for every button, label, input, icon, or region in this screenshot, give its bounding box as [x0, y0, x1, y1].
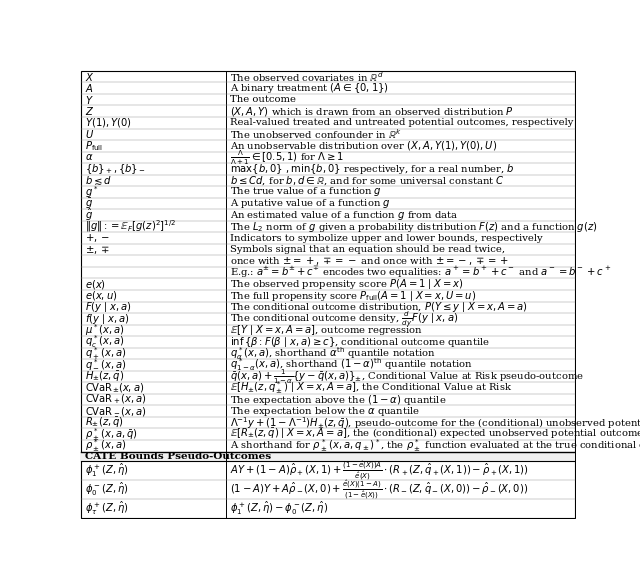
- Text: $q_c^*(x, a)$: $q_c^*(x, a)$: [85, 333, 124, 350]
- Text: E.g.: $a^{\pm} = b^{\pm} + c^{\mp}$ encodes two equalities: $a^+ = b^+ + c^-$ an: E.g.: $a^{\pm} = b^{\pm} + c^{\mp}$ enco…: [230, 265, 611, 280]
- Text: once with $\pm = +, \mp = -$ and once with $\pm = -, \mp = +$: once with $\pm = +, \mp = -$ and once wi…: [230, 255, 509, 267]
- Text: $b \lesssim d$: $b \lesssim d$: [85, 174, 112, 187]
- Text: $(X, A, Y)$ which is drawn from an observed distribution $P$: $(X, A, Y)$ which is drawn from an obser…: [230, 105, 514, 118]
- Text: $f(y \mid x, a)$: $f(y \mid x, a)$: [85, 312, 129, 326]
- Text: $\alpha$: $\alpha$: [85, 152, 93, 163]
- Text: $\mathrm{CVaR}_-(x, a)$: $\mathrm{CVaR}_-(x, a)$: [85, 405, 147, 417]
- Text: $A$: $A$: [85, 82, 93, 94]
- Text: $H_{\pm}(z, \bar{q})$: $H_{\pm}(z, \bar{q})$: [85, 370, 124, 384]
- Text: A putative value of a function $g$: A putative value of a function $g$: [230, 197, 390, 210]
- Text: The outcome: The outcome: [230, 95, 296, 104]
- Text: Real-valued treated and untreated potential outcomes, respectively: Real-valued treated and untreated potent…: [230, 118, 573, 127]
- Text: $e(x, u)$: $e(x, u)$: [85, 289, 118, 303]
- Text: $\phi_1^+(Z, \hat{\eta}) - \phi_0^-(Z, \hat{\eta})$: $\phi_1^+(Z, \hat{\eta}) - \phi_0^-(Z, \…: [230, 500, 328, 517]
- Text: $(1-A)Y + A\hat{\rho}_-(X, 0) + \frac{\hat{e}(X)(1-A)}{(1-\hat{e}(X))} \cdot (R_: $(1-A)Y + A\hat{\rho}_-(X, 0) + \frac{\h…: [230, 477, 528, 502]
- Text: $\mu^*(x, a)$: $\mu^*(x, a)$: [85, 322, 125, 338]
- Text: $\inf\{\beta : F(\beta \mid x, a) \geq c\}$, conditional outcome quantile: $\inf\{\beta : F(\beta \mid x, a) \geq c…: [230, 335, 490, 349]
- Text: $\mathrm{CVaR}_{\pm}(x, a)$: $\mathrm{CVaR}_{\pm}(x, a)$: [85, 381, 144, 395]
- Text: A shorthand for $\rho_\pm^*(x, a, q_\pm)^*$, the $\rho_\pm^*$ function evaluated: A shorthand for $\rho_\pm^*(x, a, q_\pm)…: [230, 437, 640, 454]
- Text: $\Lambda^{-1}y + (1 - \Lambda^{-1})H_{\pm}(z, \bar{q})$, pseudo-outcome for the : $\Lambda^{-1}y + (1 - \Lambda^{-1})H_{\p…: [230, 415, 640, 431]
- Text: $\hat{g}$: $\hat{g}$: [85, 207, 93, 223]
- Text: A binary treatment $(A \in \{0, 1\})$: A binary treatment $(A \in \{0, 1\})$: [230, 81, 388, 95]
- Text: $\frac{\Lambda}{\Lambda+1} \in [0.5, 1)$ for $\Lambda \geq 1$: $\frac{\Lambda}{\Lambda+1} \in [0.5, 1)$…: [230, 148, 344, 167]
- Text: $q_+^*(x, a)$: $q_+^*(x, a)$: [85, 345, 126, 362]
- Text: $Y(1), Y(0)$: $Y(1), Y(0)$: [85, 116, 132, 129]
- Text: The observed covariates in $\mathbb{R}^d$: The observed covariates in $\mathbb{R}^d…: [230, 70, 383, 83]
- Text: $b \leq Cd$, for $b, d \in \mathbb{R}$, and for some universal constant $C$: $b \leq Cd$, for $b, d \in \mathbb{R}$, …: [230, 174, 504, 187]
- Text: $+, -$: $+, -$: [85, 232, 110, 244]
- Text: The full propensity score $P_{\rm full}(A = 1 \mid X = x, U = u)$: The full propensity score $P_{\rm full}(…: [230, 289, 476, 303]
- Text: Symbols signal that an equation should be read twice,: Symbols signal that an equation should b…: [230, 245, 505, 254]
- Text: $g^*$: $g^*$: [85, 184, 99, 200]
- Text: The observed propensity score $P(A = 1 \mid X = x)$: The observed propensity score $P(A = 1 \…: [230, 278, 463, 292]
- Text: $e(x)$: $e(x)$: [85, 278, 106, 291]
- Text: The true value of a function $g$: The true value of a function $g$: [230, 185, 381, 198]
- Text: $\rho_\pm^*(x, a, \bar{q})$: $\rho_\pm^*(x, a, \bar{q})$: [85, 426, 138, 442]
- Text: $\bar{g}$: $\bar{g}$: [85, 196, 93, 210]
- Text: $\phi_1^+(Z, \hat{\eta})$: $\phi_1^+(Z, \hat{\eta})$: [85, 462, 129, 479]
- Text: $\bar{q}(x, a) + \frac{1}{1-\alpha}\{y - \bar{q}(x, a)\}_{\pm}$, Conditional Val: $\bar{q}(x, a) + \frac{1}{1-\alpha}\{y -…: [230, 367, 584, 386]
- Text: $\max\{b, 0\}$ $,\min\{b, 0\}$ respectively, for a real number, $b$: $\max\{b, 0\}$ $,\min\{b, 0\}$ respectiv…: [230, 162, 515, 176]
- Text: CATE Bounds Pseudo-Outcomes: CATE Bounds Pseudo-Outcomes: [85, 452, 271, 461]
- Text: Indicators to symbolize upper and lower bounds, respectively: Indicators to symbolize upper and lower …: [230, 234, 543, 243]
- Text: $Y$: $Y$: [85, 94, 93, 106]
- Text: $\mathbb{E}[R_{\pm}(z, \bar{q}) \mid X = x, A = a]$, the (conditional) expected : $\mathbb{E}[R_{\pm}(z, \bar{q}) \mid X =…: [230, 427, 640, 441]
- Text: The conditional outcome distribution, $P(Y \leq y \mid X = x, A = a)$: The conditional outcome distribution, $P…: [230, 300, 527, 314]
- Text: $\pm, \mp$: $\pm, \mp$: [85, 244, 110, 256]
- Text: The $L_2$ norm of $g$ given a probability distribution $F(z)$ and a function $g(: The $L_2$ norm of $g$ given a probabilit…: [230, 220, 597, 234]
- Text: $Z$: $Z$: [85, 106, 94, 117]
- Bar: [81, 451, 575, 461]
- Text: An estimated value of a function $g$ from data: An estimated value of a function $g$ fro…: [230, 209, 458, 222]
- Text: $\mathrm{CVaR}_+(x, a)$: $\mathrm{CVaR}_+(x, a)$: [85, 393, 147, 406]
- Text: An unobservable distribution over $(X, A, Y(1), Y(0), U)$: An unobservable distribution over $(X, A…: [230, 139, 497, 152]
- Text: $q_-^*(x, a)$: $q_-^*(x, a)$: [85, 357, 126, 373]
- Text: $AY + (1-A)\hat{\rho}_+(X, 1) + \frac{(1-\hat{e}(X))A}{\hat{e}(X)} \cdot (R_+(Z,: $AY + (1-A)\hat{\rho}_+(X, 1) + \frac{(1…: [230, 459, 529, 483]
- Text: $R_{\pm}(z, \bar{q})$: $R_{\pm}(z, \bar{q})$: [85, 416, 124, 430]
- Text: $\mathbb{E}[H_{\pm}(z, q_\pm^*) \mid X = x, A = a]$, the Conditional Value at Ri: $\mathbb{E}[H_{\pm}(z, q_\pm^*) \mid X =…: [230, 380, 512, 396]
- Text: The conditional outcome density, $\frac{d}{dy}F(y \mid x, a)$: The conditional outcome density, $\frac{…: [230, 310, 458, 328]
- Text: $\phi_\tau^+(Z, \hat{\eta})$: $\phi_\tau^+(Z, \hat{\eta})$: [85, 500, 129, 517]
- Text: $q_{1-\alpha}^*(x, a)$, shorthand $(1-\alpha)^{\rm th}$ quantile notation: $q_{1-\alpha}^*(x, a)$, shorthand $(1-\a…: [230, 357, 473, 374]
- Text: $\{b\}_+, \{b\}_-$: $\{b\}_+, \{b\}_-$: [85, 162, 146, 176]
- Text: $F(y \mid x, a)$: $F(y \mid x, a)$: [85, 300, 132, 314]
- Text: $U$: $U$: [85, 128, 94, 141]
- Text: $\|g\| := \mathbb{E}_F[g(z)^2]^{1/2}$: $\|g\| := \mathbb{E}_F[g(z)^2]^{1/2}$: [85, 219, 176, 234]
- Text: $\rho_\pm^*(x, a)$: $\rho_\pm^*(x, a)$: [85, 437, 126, 454]
- Text: $\mathbb{E}[Y \mid X = x, A = a]$, outcome regression: $\mathbb{E}[Y \mid X = x, A = a]$, outco…: [230, 324, 423, 338]
- Text: $\phi_0^-(Z, \hat{\eta})$: $\phi_0^-(Z, \hat{\eta})$: [85, 481, 129, 498]
- Text: $P_{\rm full}$: $P_{\rm full}$: [85, 139, 103, 153]
- Text: The expectation above the $(1 - \alpha)$ quantile: The expectation above the $(1 - \alpha)$…: [230, 392, 446, 406]
- Text: $X$: $X$: [85, 71, 95, 83]
- Text: The unobserved confounder in $\mathbb{R}^k$: The unobserved confounder in $\mathbb{R}…: [230, 128, 402, 141]
- Text: $q_\alpha^*(x, a)$, shorthand $\alpha^{\rm th}$ quantile notation: $q_\alpha^*(x, a)$, shorthand $\alpha^{\…: [230, 345, 436, 362]
- Text: The expectation below the $\alpha$ quantile: The expectation below the $\alpha$ quant…: [230, 405, 420, 417]
